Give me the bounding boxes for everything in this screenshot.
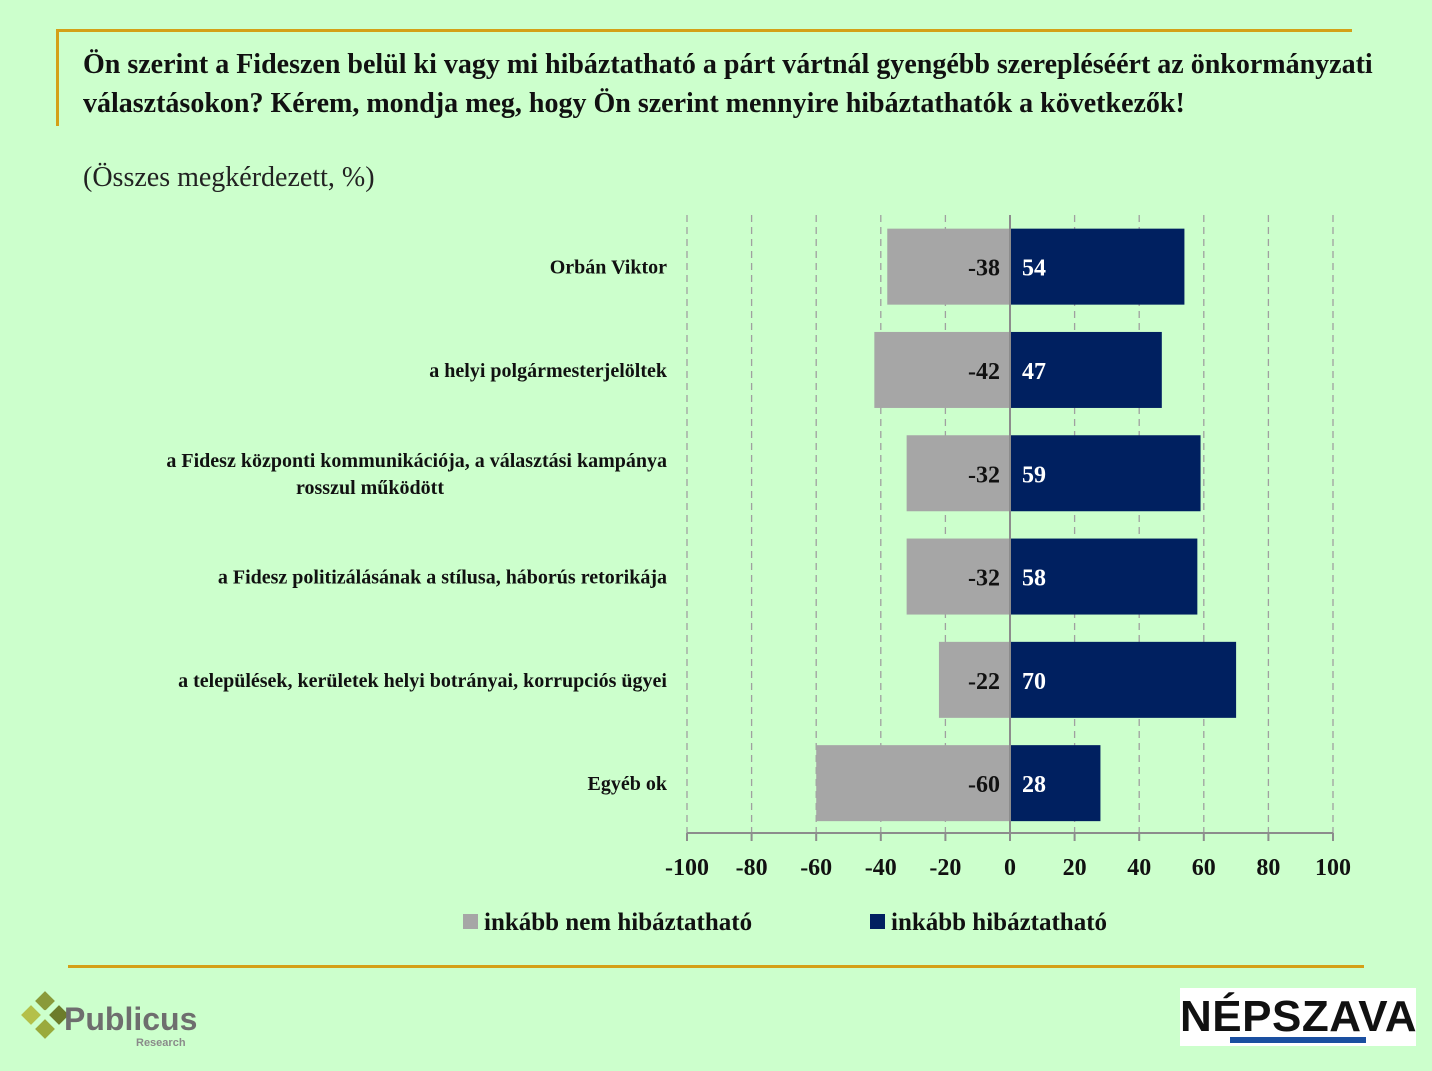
top-accent-rule	[56, 29, 1352, 32]
bar-negative	[816, 745, 1010, 822]
bar-negative	[938, 641, 1010, 718]
legend-swatch	[463, 914, 478, 929]
category-label: a települések, kerületek helyi botrányai…	[178, 670, 667, 692]
category-label: a helyi polgármesterjelöltek	[429, 360, 668, 382]
bar-negative	[906, 538, 1010, 615]
data-label-negative: -60	[968, 772, 1000, 798]
nepszava-logo: NÉPSZAVA	[1180, 988, 1418, 1046]
chart-subtitle: (Összes megkérdezett, %)	[83, 162, 375, 193]
x-tick-label: -80	[736, 855, 768, 881]
bar-positive	[1010, 435, 1201, 512]
data-label-positive: 28	[1022, 772, 1046, 798]
publicus-diamond-icon	[21, 991, 69, 1039]
publicus-logo: Publicus Research	[21, 991, 197, 1049]
x-tick-label: 100	[1315, 855, 1351, 881]
category-label: rosszul működött	[296, 477, 444, 499]
x-tick-label: 0	[1004, 855, 1016, 881]
nepszava-wordmark: NÉPSZAVA	[1180, 992, 1418, 1041]
diverging-bar-chart: -38 54 Orbán Viktor -42 47 a helyi polgármest…	[166, 215, 1351, 936]
bar-negative	[906, 435, 1010, 512]
data-label-negative: -38	[968, 256, 1000, 282]
bar-positive	[1010, 745, 1101, 822]
bar-negative	[887, 228, 1010, 305]
bar-positive	[1010, 538, 1198, 615]
data-label-positive: 47	[1022, 359, 1046, 385]
category-label: a Fidesz központi kommunikációja, a vála…	[166, 450, 667, 472]
data-label-negative: -32	[968, 462, 1000, 488]
data-label-negative: -32	[968, 566, 1000, 592]
chart-title: Ön szerint a Fideszen belül ki vagy mi h…	[83, 49, 1373, 119]
category-label: Egyéb ok	[588, 773, 668, 795]
data-label-negative: -22	[968, 669, 1000, 695]
bar-negative	[874, 331, 1010, 408]
nepszava-underline	[1230, 1037, 1366, 1043]
x-tick-label: -60	[800, 855, 832, 881]
category-label: Orbán Viktor	[550, 257, 667, 279]
legend-swatch	[870, 914, 885, 929]
bar-positive	[1010, 228, 1185, 305]
data-label-positive: 59	[1022, 462, 1046, 488]
bottom-accent-rule	[68, 965, 1364, 968]
publicus-research-label: Research	[136, 1037, 186, 1049]
publicus-wordmark: Publicus	[64, 1001, 197, 1037]
left-accent-rule	[56, 29, 59, 126]
category-label: a Fidesz politizálásának a stílusa, hábo…	[218, 567, 667, 589]
data-label-positive: 70	[1022, 669, 1046, 695]
legend-label: inkább hibáztatható	[891, 909, 1107, 936]
x-tick-label: -100	[665, 855, 709, 881]
x-tick-label: 80	[1256, 855, 1280, 881]
data-label-positive: 54	[1022, 256, 1046, 282]
x-tick-label: -40	[865, 855, 897, 881]
x-tick-label: -20	[929, 855, 961, 881]
bar-positive	[1010, 331, 1162, 408]
x-tick-label: 60	[1192, 855, 1216, 881]
legend-label: inkább nem hibáztatható	[484, 909, 752, 936]
x-tick-label: 20	[1063, 855, 1087, 881]
x-tick-label: 40	[1127, 855, 1151, 881]
data-label-positive: 58	[1022, 566, 1046, 592]
bar-positive	[1010, 641, 1237, 718]
data-label-negative: -42	[968, 359, 1000, 385]
